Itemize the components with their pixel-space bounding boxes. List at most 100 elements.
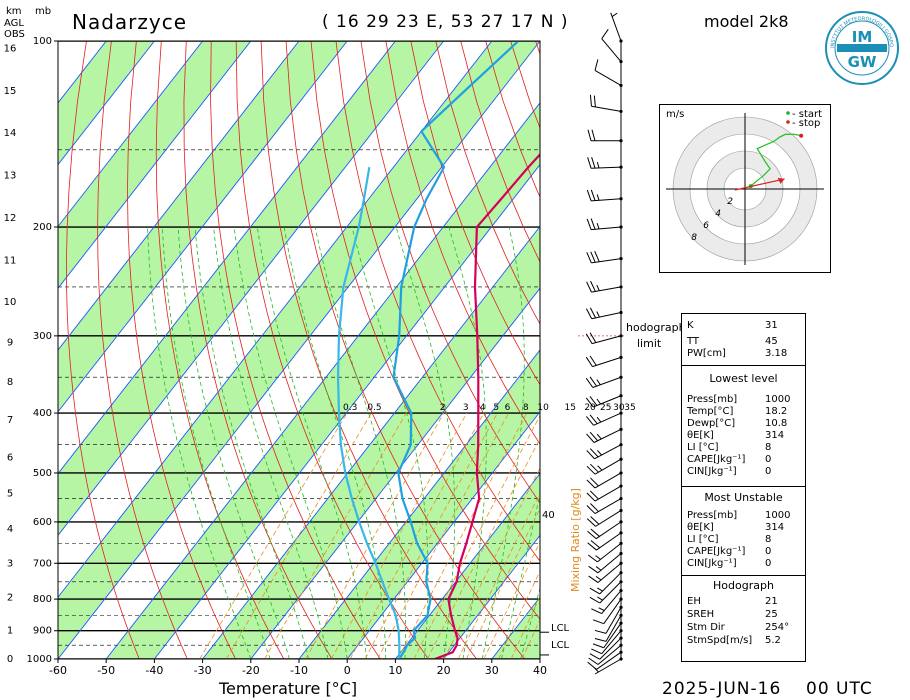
mixing-ratio-line (349, 412, 485, 659)
wind-barb (587, 531, 623, 551)
wind-barb (586, 457, 623, 475)
wind-barb (587, 650, 623, 670)
most-unstable-value: 1000 (765, 510, 791, 521)
x-tick-label: -50 (97, 664, 115, 677)
dry-adiabat (435, 41, 540, 325)
dry-adiabat (410, 41, 540, 386)
mb-axis-title: mb (35, 6, 52, 17)
agl-label: AGL (4, 18, 24, 29)
lowest-level-title: Lowest level (709, 372, 778, 385)
lcl-label-upper: LCL (551, 623, 570, 634)
isotherm-line (58, 41, 396, 475)
pw-label: PW[cm] (687, 348, 726, 359)
mixing-ratio-tick-label: 5 (493, 403, 499, 413)
wind-barb (585, 411, 623, 426)
pressure-tick-label: 100 (33, 36, 52, 47)
wind-barb (601, 29, 623, 64)
hodograph-stats-title: Hodograph (713, 579, 774, 592)
isotherm-line (58, 41, 444, 537)
wind-barb (588, 561, 623, 583)
legend-stop-dot (786, 120, 790, 124)
mixing-ratio-tick-label: 3 (463, 403, 469, 413)
mixing-ratio-line (225, 412, 372, 659)
hodograph-trace (750, 133, 802, 187)
pressure-tick-label: 1000 (27, 654, 52, 665)
x-tick-label: -20 (242, 664, 260, 677)
pressure-tick-label: 900 (33, 626, 52, 637)
most-unstable-label: CIN[Jkg⁻¹] (687, 558, 737, 569)
pressure-tick-label: 800 (33, 594, 52, 605)
moist-adiabat (314, 226, 406, 659)
pressure-tick-label: 500 (33, 468, 52, 479)
moist-adiabat (501, 491, 540, 659)
obs-label: OBS (4, 29, 25, 40)
isotherm-line (105, 102, 540, 659)
dry-adiabat (183, 41, 333, 659)
hodograph-ring-label: 8 (691, 233, 697, 243)
svg-text:GW: GW (848, 53, 877, 71)
mixing-ratio-40-label: 40 (542, 510, 555, 521)
isotherm-line (58, 41, 252, 289)
time-label: 00 UTC (806, 679, 873, 699)
lowest-level-label: Dewp[°C] (687, 418, 736, 429)
mixing-ratio-line (364, 412, 498, 659)
dry-adiabat (385, 41, 540, 445)
mixing-ratio-tick-label: 35 (624, 403, 635, 413)
x-tick-label: -60 (49, 664, 67, 677)
height-tick-label: 6 (7, 452, 13, 463)
date-label: 2025-JUN-16 (662, 679, 782, 699)
isotherm-line (58, 41, 348, 413)
height-tick-label: 1 (7, 625, 13, 636)
hodograph-stat-value: 21 (765, 596, 778, 607)
hodograph-stop-point (799, 133, 804, 138)
wind-barb (587, 520, 623, 540)
height-tick-label: 2 (7, 592, 13, 603)
isotherm-line (298, 349, 540, 659)
isotherm-line (58, 41, 155, 166)
moist-adiabat (233, 226, 348, 659)
moist-adiabat (213, 226, 329, 659)
wind-barb (585, 332, 623, 345)
most-unstable-value: 0 (765, 546, 772, 557)
mixing-ratio-tick-label: 0.3 (343, 403, 357, 413)
hodograph-stat-label: StmSpd[m/s] (687, 635, 753, 646)
wind-barb (585, 375, 623, 388)
wind-barb (594, 613, 623, 642)
wind-barb (594, 59, 623, 88)
mixing-ratio-tick-label: 6 (505, 403, 511, 413)
wind-barb (586, 251, 623, 264)
most-unstable-value: 0 (765, 558, 772, 569)
hodograph-ring-label: 6 (703, 221, 709, 231)
mixing-ratio-tick-label: 2 (440, 403, 446, 413)
wind-barb (585, 307, 623, 320)
wind-barb (586, 280, 623, 293)
dry-adiabat (155, 41, 285, 659)
isotherm-line (58, 41, 493, 598)
mixing-ratio-tick-label: 0.5 (367, 403, 381, 413)
most-unstable-value: 314 (765, 522, 785, 533)
moist-adiabat (147, 227, 252, 659)
x-axis-title: Temperature [°C] (219, 679, 358, 698)
lowest-level-value: 8 (765, 442, 772, 453)
mixing-ratio-tick-label: 15 (564, 403, 575, 413)
hodograph-stat-value: 5.2 (765, 635, 781, 646)
height-tick-label: 15 (4, 86, 17, 97)
mixing-ratio-tick-label: 4 (480, 403, 486, 413)
dry-adiabat (235, 41, 429, 659)
mixing-ratio-tick-label: 30 (613, 403, 625, 413)
moist-adiabat (448, 226, 487, 659)
moist-adiabat (539, 657, 540, 659)
lowest-level-label: Temp[°C] (687, 406, 734, 417)
hodograph-stat-label: SREH (687, 609, 715, 620)
height-tick-label: 10 (4, 297, 17, 308)
hodograph-limit-label: hodograph (626, 321, 686, 334)
x-tick-label: -40 (145, 664, 163, 677)
height-tick-label: 9 (7, 337, 13, 348)
isotherm-line (250, 287, 540, 659)
height-tick-label: 0 (7, 654, 13, 665)
height-tick-label: 12 (4, 213, 17, 224)
wind-barb (585, 355, 623, 368)
most-unstable-label: θE[K] (687, 522, 714, 533)
wind-barb (585, 394, 623, 408)
x-tick-label: -30 (194, 664, 212, 677)
